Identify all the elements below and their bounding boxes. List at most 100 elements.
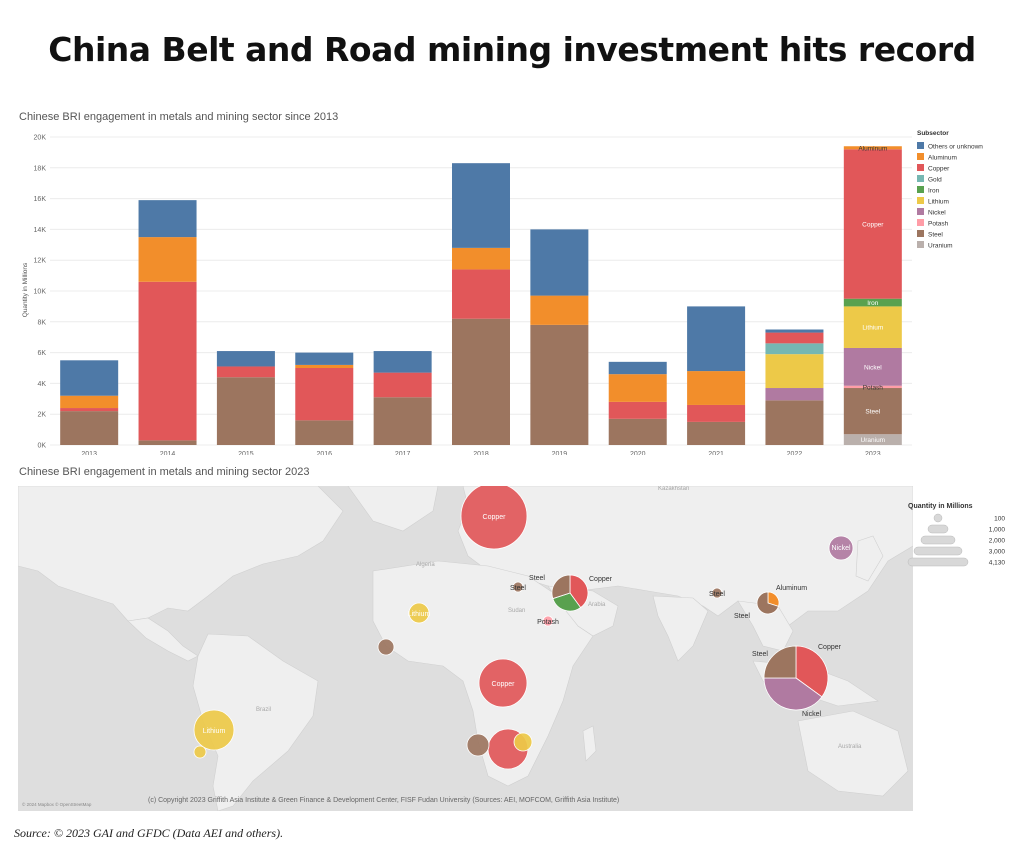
bar-segment-2022-steel[interactable] xyxy=(765,400,824,445)
bar-segment-2023-nickel[interactable] xyxy=(843,347,902,386)
bar-segment-2018-copper[interactable] xyxy=(452,269,510,319)
map-bubble[interactable] xyxy=(512,581,524,593)
x-tick-label: 2021 xyxy=(708,451,724,455)
bar-segment-2023-aluminum[interactable] xyxy=(843,146,902,150)
bar-segment-2021-aluminum[interactable] xyxy=(687,371,746,405)
bar-segment-2019-steel[interactable] xyxy=(530,324,589,445)
bar-segment-2014-steel[interactable] xyxy=(138,440,197,445)
size-legend: Quantity in Millions 100 1,000 2,000 3,000 4… xyxy=(907,503,1005,567)
bar-segment-2016-steel[interactable] xyxy=(295,420,354,445)
bar-segment-2020-aluminum[interactable] xyxy=(608,374,667,402)
bar-segment-2014-copper[interactable] xyxy=(138,281,197,441)
bar-segment-2015-steel[interactable] xyxy=(216,377,275,445)
bar-segment-2019-aluminum[interactable] xyxy=(530,295,589,325)
bar-segment-2021-steel[interactable] xyxy=(687,421,746,445)
bar-segment-2013-aluminum[interactable] xyxy=(60,395,119,409)
map-bubble[interactable] xyxy=(460,486,528,550)
country-label: Sudan xyxy=(508,608,525,614)
size-legend-value: 100 xyxy=(994,516,1005,523)
y-tick-label: 12K xyxy=(34,258,47,265)
map-bubble[interactable] xyxy=(408,602,430,624)
legend-swatch xyxy=(917,153,924,160)
bar-segment-2020-steel[interactable] xyxy=(608,418,667,445)
map-bubble[interactable] xyxy=(513,732,533,752)
legend-entry[interactable]: Copper xyxy=(928,166,950,173)
bar-segment-2018-others-or-unknown[interactable] xyxy=(452,163,510,248)
bar-segment-2014-aluminum[interactable] xyxy=(138,237,197,282)
legend-entry[interactable]: Gold xyxy=(928,177,942,184)
bar-segment-2016-others-or-unknown[interactable] xyxy=(295,352,354,365)
legend-swatch xyxy=(917,175,924,182)
bar-segment-2023-lithium[interactable] xyxy=(843,306,902,348)
legend-entry[interactable]: Uranium xyxy=(928,243,953,250)
bar-segment-2013-copper[interactable] xyxy=(60,408,119,412)
bar-segment-2016-aluminum[interactable] xyxy=(295,364,354,368)
y-tick-label: 4K xyxy=(37,381,46,388)
bar-segment-2019-others-or-unknown[interactable] xyxy=(530,229,589,296)
bar-segment-2017-copper[interactable] xyxy=(373,372,432,398)
legend-entry[interactable]: Lithium xyxy=(928,199,949,206)
bar-segment-2023-potash[interactable] xyxy=(843,385,902,389)
legend-entry[interactable]: Steel xyxy=(928,232,943,239)
bar-segment-2022-gold[interactable] xyxy=(765,343,824,355)
bar-segment-2014-others-or-unknown[interactable] xyxy=(138,200,197,238)
segment-label: Nickel xyxy=(864,364,882,371)
y-tick-label: 8K xyxy=(37,319,46,326)
bubble-map[interactable]: Algeria Sudan Brazil Kazakhstan Arabia Austra… xyxy=(18,486,913,811)
bar-segment-2015-others-or-unknown[interactable] xyxy=(216,351,275,367)
bubble-slice xyxy=(460,486,528,550)
size-legend-symbol xyxy=(913,546,963,556)
bar-segment-2013-steel[interactable] xyxy=(60,411,119,445)
bar-segment-2021-others-or-unknown[interactable] xyxy=(687,306,746,372)
bar-segment-2023-uranium[interactable] xyxy=(843,434,902,445)
bubble-label: Steel xyxy=(734,613,750,620)
bar-segment-2018-aluminum[interactable] xyxy=(452,247,510,270)
legend-entry[interactable]: Potash xyxy=(928,221,949,228)
bar-segment-2022-nickel[interactable] xyxy=(765,388,824,401)
bubble-slice xyxy=(478,658,528,708)
legend-title: Subsector xyxy=(917,130,949,137)
bar-segment-2023-iron[interactable] xyxy=(843,298,902,307)
map-attribution[interactable]: © 2024 Mapbox © OpenStreetMap xyxy=(22,801,92,807)
bar-segment-2016-copper[interactable] xyxy=(295,368,354,421)
bar-segment-2020-others-or-unknown[interactable] xyxy=(608,361,667,375)
bar-segment-2015-copper[interactable] xyxy=(216,366,275,378)
bar-segment-2023-copper[interactable] xyxy=(843,149,902,299)
map-bubble[interactable] xyxy=(756,591,780,615)
country-label: Brazil xyxy=(256,707,271,713)
bar-segment-2022-copper[interactable] xyxy=(765,332,824,344)
map-bubble[interactable] xyxy=(711,587,723,599)
map-bubble[interactable] xyxy=(763,645,829,711)
legend-entry[interactable]: Aluminum xyxy=(928,155,957,162)
bar-segment-2023-steel[interactable] xyxy=(843,388,902,435)
map-bubble[interactable] xyxy=(478,658,528,708)
legend-entry[interactable]: Others or unknown xyxy=(928,144,983,151)
map-bubble[interactable] xyxy=(542,615,554,627)
legend-entry[interactable]: Nickel xyxy=(928,210,946,217)
bubble-label: Copper xyxy=(589,576,613,583)
legend-swatch xyxy=(917,241,924,248)
bar-segment-2021-copper[interactable] xyxy=(687,404,746,422)
japan-land xyxy=(855,535,884,582)
bar-segment-2020-copper[interactable] xyxy=(608,401,667,419)
bar-segment-2017-others-or-unknown[interactable] xyxy=(373,351,432,373)
bubble-label: Lithium xyxy=(408,611,431,618)
x-tick-label: 2016 xyxy=(316,451,332,455)
bar-segment-2018-steel[interactable] xyxy=(452,318,510,445)
map-bubble[interactable] xyxy=(377,638,395,656)
bar-segment-2022-lithium[interactable] xyxy=(765,354,824,389)
map-bubble[interactable] xyxy=(828,535,854,561)
bubble-slice xyxy=(193,709,235,751)
bar-segment-2022-others-or-unknown[interactable] xyxy=(765,329,824,333)
madagascar-land xyxy=(582,725,597,762)
map-bubble[interactable] xyxy=(193,745,207,759)
y-tick-label: 2K xyxy=(37,412,46,419)
country-label: Arabia xyxy=(588,602,606,608)
map-bubble[interactable] xyxy=(466,733,490,757)
legend-entry[interactable]: Iron xyxy=(928,188,940,195)
bar-segment-2017-steel[interactable] xyxy=(373,397,432,445)
map-bubble[interactable] xyxy=(551,574,589,612)
bar-segment-2013-others-or-unknown[interactable] xyxy=(60,360,119,396)
map-bubble[interactable] xyxy=(193,709,235,751)
bubble-slice xyxy=(828,535,854,561)
